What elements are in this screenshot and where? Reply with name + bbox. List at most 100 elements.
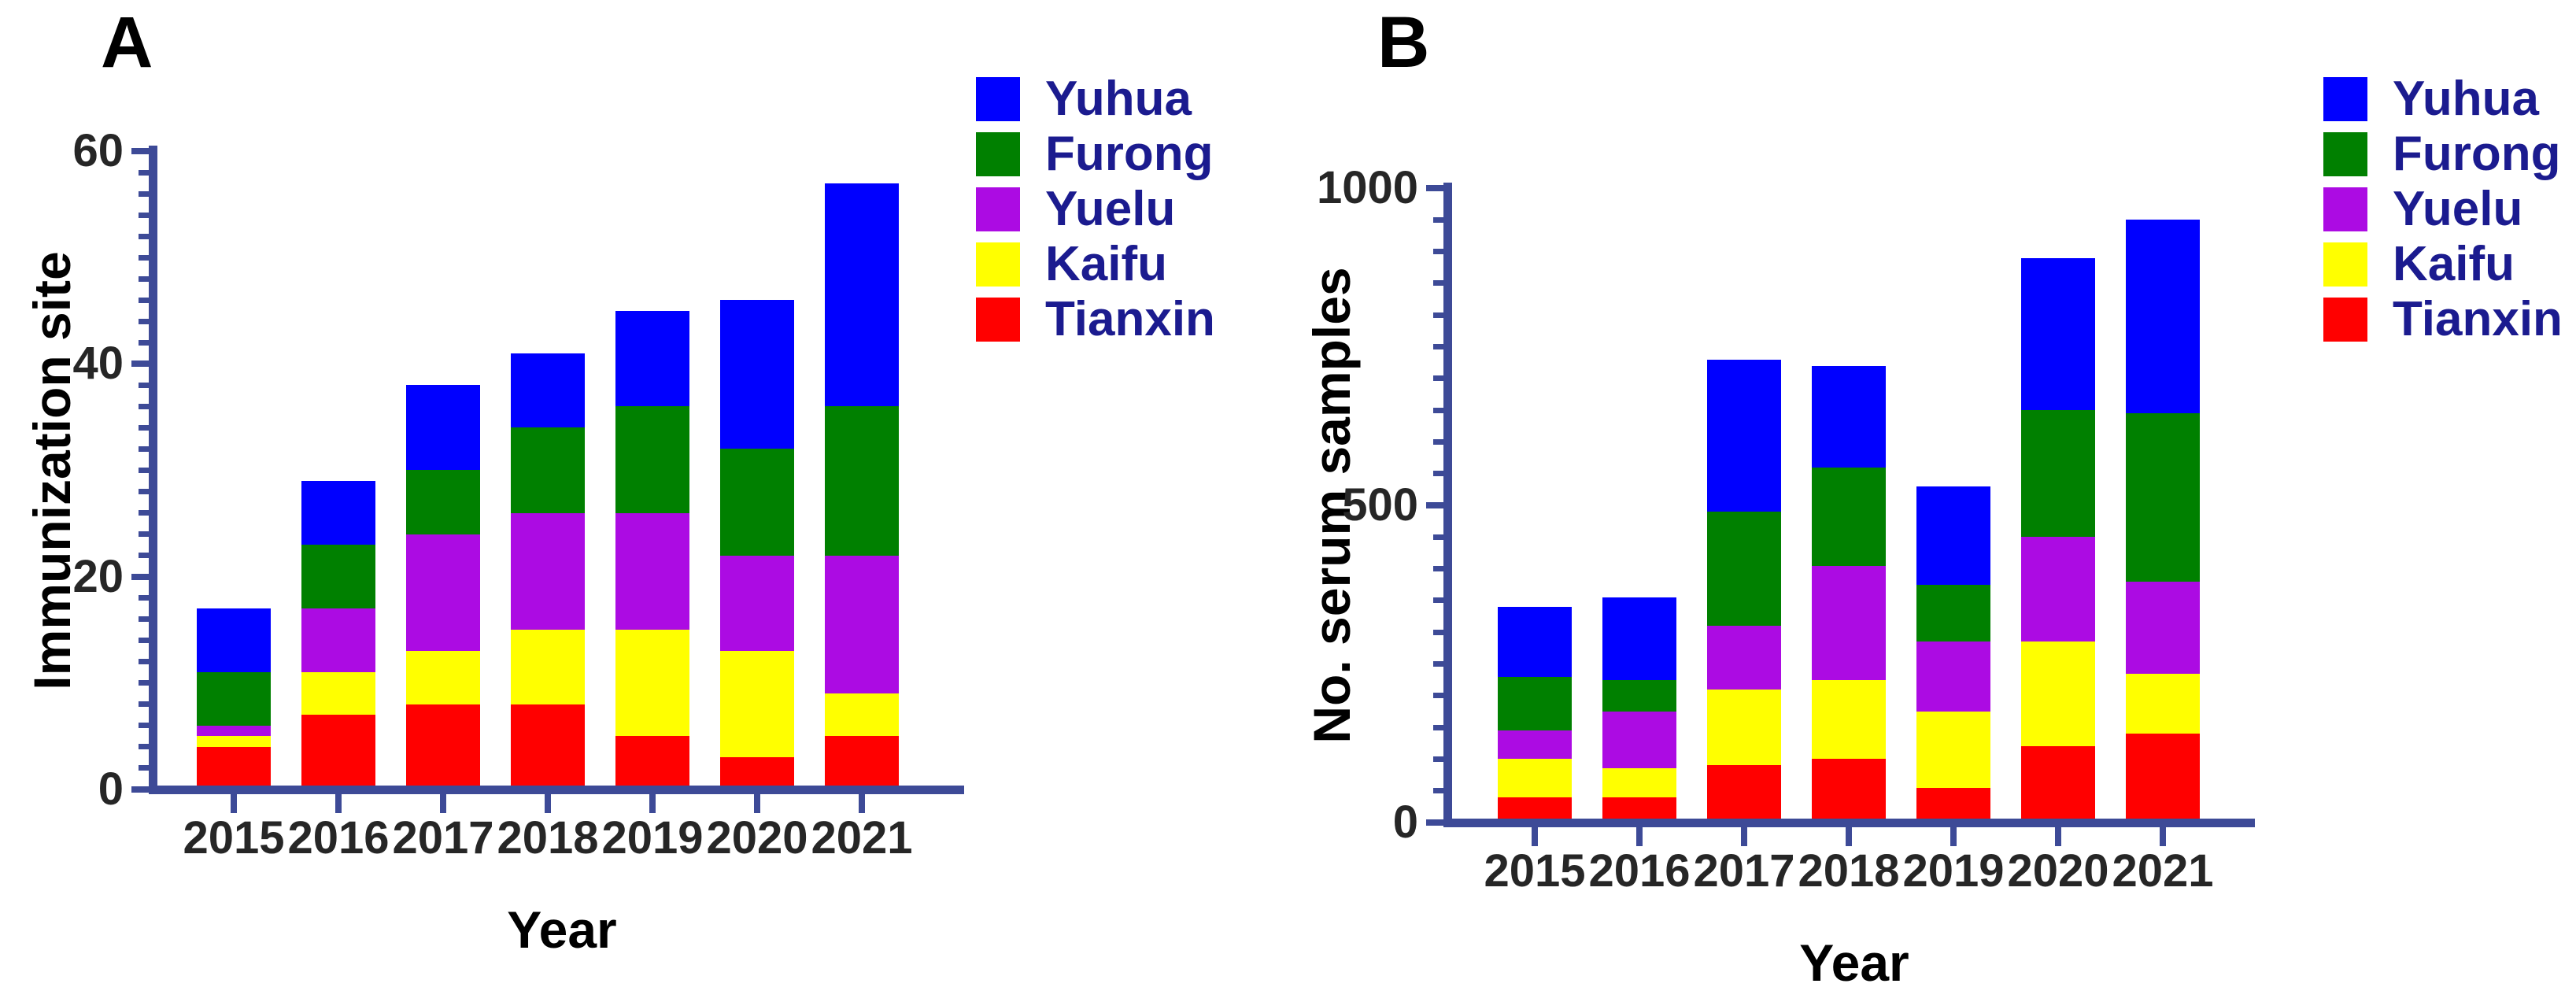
bar-segment-yuelu-2015 (197, 725, 271, 737)
y-minor-tick (1433, 249, 1443, 255)
y-minor-tick (1433, 407, 1443, 413)
x-tick (1741, 827, 1747, 846)
bar-2015 (197, 608, 271, 789)
bar-segment-tianxin-2016 (1602, 797, 1676, 823)
y-minor-tick (139, 701, 149, 708)
x-tick-label: 2015 (1484, 845, 1586, 897)
y-minor-tick (1433, 438, 1443, 445)
y-major-tick (1426, 819, 1443, 826)
x-tick (1636, 827, 1643, 846)
bar-2021 (825, 183, 899, 789)
yuhua-swatch (2323, 77, 2367, 121)
y-minor-tick (139, 553, 149, 559)
bar-segment-tianxin-2019 (1916, 787, 1990, 823)
bar-segment-furong-2016 (1602, 679, 1676, 712)
legend-label: Kaifu (2393, 237, 2515, 291)
y-minor-tick (1433, 344, 1443, 349)
x-tick-label: 2021 (811, 812, 913, 863)
bar-segment-yuhua-2018 (1812, 365, 1886, 468)
legend-item-tianxin: Tianxin (2323, 295, 2563, 344)
x-tick-label: 2016 (1588, 845, 1691, 897)
y-minor-tick (1433, 375, 1443, 382)
x-axis-title-B: Year (1799, 934, 1909, 992)
bar-segment-yuhua-2019 (1916, 486, 1990, 585)
y-tick-label: 500 (1342, 479, 1418, 531)
bar-segment-yuelu-2016 (1602, 711, 1676, 769)
bar-segment-furong-2019 (1916, 584, 1990, 642)
bar-segment-yuelu-2019 (615, 512, 689, 630)
bar-segment-yuelu-2017 (406, 534, 480, 652)
y-minor-tick (139, 744, 149, 750)
legend-B: Yuhua Furong Yuelu Kaifu Tianxin (2323, 75, 2563, 353)
y-minor-tick (1433, 566, 1443, 572)
bar-segment-kaifu-2017 (406, 651, 480, 704)
y-minor-tick (1433, 597, 1443, 604)
bar-segment-kaifu-2020 (2021, 642, 2095, 747)
x-tick (231, 794, 237, 813)
y-tick-label: 0 (1392, 797, 1418, 848)
bar-2019 (615, 310, 689, 789)
bar-segment-tianxin-2016 (301, 715, 375, 789)
bar-segment-yuhua-2021 (825, 183, 899, 407)
x-tick (1950, 827, 1957, 846)
bar-segment-yuhua-2017 (1707, 359, 1781, 512)
bar-segment-yuhua-2015 (197, 608, 271, 673)
y-major-tick (131, 148, 149, 154)
bar-segment-furong-2017 (1707, 512, 1781, 627)
bar-segment-tianxin-2018 (511, 704, 585, 789)
bar-2018 (1812, 365, 1886, 823)
bar-2016 (1602, 597, 1676, 823)
y-minor-tick (139, 382, 149, 388)
bar-2017 (1707, 359, 1781, 823)
bar-segment-yuhua-2020 (720, 300, 794, 449)
bar-segment-furong-2017 (406, 470, 480, 534)
y-major-tick (1426, 502, 1443, 508)
yuelu-swatch (2323, 187, 2367, 231)
panel-letter-B: B (1377, 2, 1430, 83)
y-minor-tick (139, 510, 149, 516)
legend-item-furong: Furong (2323, 130, 2563, 179)
y-minor-tick (1433, 280, 1443, 287)
bar-segment-furong-2021 (825, 406, 899, 556)
yuelu-swatch (976, 187, 1020, 231)
kaifu-swatch (976, 242, 1020, 287)
legend-item-yuelu: Yuelu (976, 185, 1215, 234)
x-tick-label: 2021 (2112, 845, 2214, 897)
x-tick (440, 794, 446, 813)
bar-segment-kaifu-2018 (1812, 679, 1886, 760)
bar-segment-tianxin-2017 (1707, 765, 1781, 823)
bar-segment-kaifu-2016 (301, 672, 375, 715)
bar-segment-tianxin-2021 (2126, 734, 2200, 823)
y-minor-tick (139, 468, 149, 473)
y-minor-tick (139, 765, 149, 771)
y-minor-tick (1433, 756, 1443, 762)
bar-segment-furong-2015 (1498, 676, 1572, 731)
y-minor-tick (139, 680, 149, 686)
furong-swatch (2323, 132, 2367, 176)
x-tick (859, 794, 865, 813)
legend-item-yuelu: Yuelu (2323, 185, 2563, 234)
bar-segment-kaifu-2019 (615, 630, 689, 737)
x-tick-label: 2020 (2007, 845, 2109, 897)
y-minor-tick (139, 275, 149, 282)
bar-segment-kaifu-2019 (1916, 711, 1990, 788)
bar-segment-yuhua-2016 (1602, 597, 1676, 680)
legend-label: Kaifu (1045, 237, 1167, 291)
legend-item-yuhua: Yuhua (2323, 75, 2563, 124)
bar-segment-yuelu-2021 (2126, 581, 2200, 674)
y-tick-label: 0 (98, 764, 124, 815)
y-minor-tick (1433, 693, 1443, 699)
bar-segment-tianxin-2019 (615, 736, 689, 789)
x-tick (2160, 827, 2166, 846)
y-minor-tick (1433, 629, 1443, 635)
x-axis-line (1443, 819, 2255, 827)
legend-item-kaifu: Kaifu (976, 237, 1215, 291)
y-minor-tick (139, 318, 149, 324)
x-tick-label: 2016 (287, 812, 390, 863)
yuhua-swatch (976, 77, 1020, 121)
bar-segment-kaifu-2020 (720, 651, 794, 758)
bar-segment-yuelu-2015 (1498, 730, 1572, 760)
legend-item-tianxin: Tianxin (976, 295, 1215, 344)
bar-segment-kaifu-2015 (197, 736, 271, 747)
bar-segment-yuelu-2020 (720, 555, 794, 652)
